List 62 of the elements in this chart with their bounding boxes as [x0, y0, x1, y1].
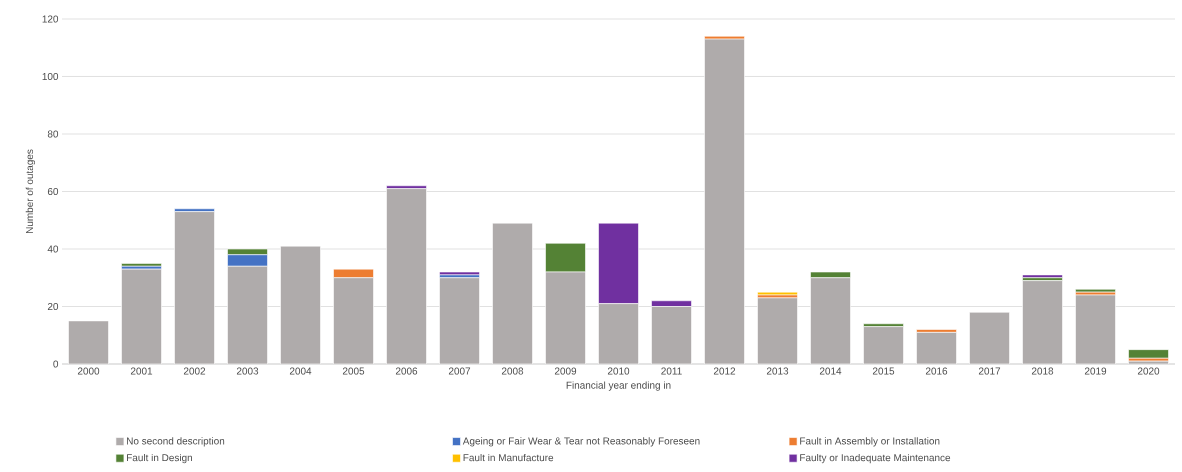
bar: [969, 312, 1010, 364]
x-tick-label: 2010: [607, 367, 630, 375]
bar: [598, 303, 639, 364]
x-axis-title: Financial year ending in: [566, 381, 671, 391]
bar: [121, 269, 162, 364]
bar: [704, 39, 745, 364]
legend-label: Fault in Assembly or Installation: [800, 437, 940, 447]
bar: [651, 306, 692, 364]
bar: [810, 277, 851, 364]
bar: [227, 266, 268, 364]
x-tick-label: 2016: [925, 367, 948, 375]
bar: [386, 188, 427, 364]
x-tick-label: 2004: [289, 367, 312, 375]
bar: [863, 326, 904, 364]
bar: [545, 242, 586, 273]
y-tick-label: 80: [47, 130, 59, 138]
x-tick-label: 2009: [554, 367, 577, 375]
bar: [333, 268, 374, 279]
x-tick-label: 2008: [501, 367, 524, 375]
x-tick-label: 2019: [1084, 367, 1107, 375]
bar: [280, 246, 321, 364]
bar: [1128, 349, 1169, 359]
bar: [757, 297, 798, 364]
y-axis-title: Number of outages: [25, 149, 36, 234]
x-tick-label: 2011: [661, 367, 682, 375]
x-tick-label: 2006: [395, 367, 418, 375]
y-tick-label: 20: [47, 302, 59, 311]
legend-label: No second description: [127, 437, 225, 447]
bar: [333, 277, 374, 364]
bar: [492, 223, 533, 364]
bar: [545, 272, 586, 364]
legend-label: Ageing or Fair Wear & Tear not Reasonably Foreseen: [462, 437, 700, 447]
bar: [1022, 280, 1063, 364]
bar: [810, 271, 851, 279]
bar: [916, 332, 957, 364]
x-tick-label: 2015: [872, 367, 895, 375]
bar: [598, 222, 639, 304]
x-tick-label: 2013: [766, 367, 789, 375]
x-tick-label: 2000: [77, 367, 100, 375]
legend-label: Fault in Design: [127, 453, 192, 464]
y-tick-label: 120: [42, 15, 59, 23]
x-tick-label: 2014: [819, 367, 842, 375]
legend-label: Faulty or Inadequate Maintenance: [800, 453, 951, 464]
bar: [1075, 295, 1116, 364]
x-tick-label: 2018: [1031, 367, 1054, 375]
y-tick-label: 100: [42, 72, 59, 81]
bar: [651, 300, 692, 307]
y-tick-label: 60: [47, 187, 59, 196]
bar: [439, 277, 480, 364]
x-tick-label: 2007: [448, 367, 471, 375]
x-tick-label: 2002: [183, 367, 206, 375]
x-tick-label: 2001: [130, 367, 153, 375]
x-tick-label: 2005: [342, 367, 365, 375]
x-tick-label: 2003: [236, 367, 259, 375]
legend-label: Fault in Manufacture: [463, 453, 554, 462]
y-tick-label: 40: [47, 245, 59, 253]
x-tick-label: 2017: [978, 367, 1001, 375]
x-tick-label: 2020: [1137, 367, 1160, 375]
x-tick-label: 2012: [713, 367, 736, 375]
bar: [174, 211, 215, 364]
y-tick-label: 0: [53, 360, 59, 368]
bar: [68, 320, 109, 364]
